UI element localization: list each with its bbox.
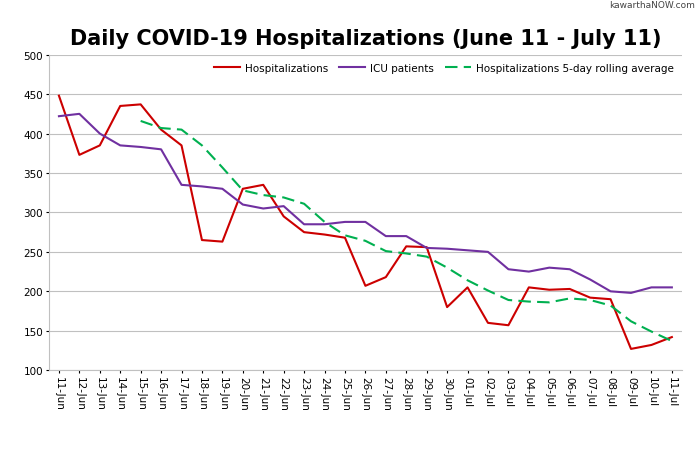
Hospitalizations bbox=[361, 283, 370, 289]
Hospitalizations 5-day rolling average bbox=[320, 219, 329, 225]
Hospitalizations bbox=[177, 144, 186, 149]
Hospitalizations bbox=[566, 287, 574, 292]
Hospitalizations 5-day rolling average bbox=[422, 254, 431, 260]
Hospitalizations bbox=[667, 335, 676, 340]
ICU patients bbox=[341, 219, 349, 225]
ICU patients bbox=[300, 222, 308, 227]
ICU patients bbox=[647, 285, 656, 291]
ICU patients bbox=[484, 250, 492, 255]
ICU patients bbox=[239, 202, 247, 208]
Hospitalizations bbox=[320, 232, 329, 238]
ICU patients bbox=[280, 204, 288, 209]
Hospitalizations 5-day rolling average bbox=[381, 249, 390, 254]
ICU patients bbox=[381, 234, 390, 239]
ICU patients bbox=[504, 267, 512, 272]
Hospitalizations 5-day rolling average bbox=[566, 296, 574, 301]
ICU patients bbox=[95, 131, 104, 137]
Hospitalizations bbox=[402, 244, 411, 250]
Hospitalizations 5-day rolling average bbox=[545, 300, 553, 306]
Hospitalizations bbox=[422, 245, 431, 250]
Hospitalizations bbox=[464, 285, 472, 291]
Hospitalizations 5-day rolling average bbox=[198, 144, 206, 149]
Hospitalizations bbox=[504, 323, 512, 328]
Hospitalizations 5-day rolling average bbox=[627, 319, 635, 325]
Hospitalizations 5-day rolling average bbox=[525, 299, 533, 305]
Hospitalizations 5-day rolling average bbox=[259, 193, 267, 199]
ICU patients bbox=[443, 246, 451, 252]
Hospitalizations bbox=[55, 94, 63, 99]
Hospitalizations 5-day rolling average bbox=[239, 188, 247, 194]
Line: ICU patients: ICU patients bbox=[59, 114, 672, 293]
Hospitalizations bbox=[75, 153, 84, 158]
ICU patients bbox=[55, 114, 63, 120]
Hospitalizations bbox=[116, 104, 125, 109]
Hospitalizations bbox=[95, 144, 104, 149]
Hospitalizations 5-day rolling average bbox=[606, 303, 615, 309]
Hospitalizations bbox=[525, 285, 533, 291]
Text: kawarthaNOW.com: kawarthaNOW.com bbox=[609, 1, 695, 10]
ICU patients bbox=[320, 222, 329, 227]
Hospitalizations bbox=[443, 305, 451, 310]
ICU patients bbox=[545, 265, 553, 271]
Hospitalizations bbox=[280, 214, 288, 219]
Hospitalizations bbox=[219, 239, 227, 245]
ICU patients bbox=[667, 285, 676, 291]
ICU patients bbox=[402, 234, 411, 239]
Title: Daily COVID-19 Hospitalizations (June 11 - July 11): Daily COVID-19 Hospitalizations (June 11… bbox=[70, 29, 661, 49]
ICU patients bbox=[259, 206, 267, 212]
Hospitalizations bbox=[545, 288, 553, 293]
ICU patients bbox=[566, 267, 574, 272]
Hospitalizations bbox=[484, 320, 492, 326]
Hospitalizations bbox=[259, 182, 267, 188]
Hospitalizations bbox=[157, 127, 165, 133]
Hospitalizations 5-day rolling average bbox=[341, 233, 349, 238]
Hospitalizations 5-day rolling average bbox=[586, 298, 594, 303]
Hospitalizations 5-day rolling average bbox=[136, 119, 145, 125]
ICU patients bbox=[586, 277, 594, 282]
Hospitalizations bbox=[381, 275, 390, 280]
Hospitalizations 5-day rolling average bbox=[667, 338, 676, 344]
Hospitalizations bbox=[300, 230, 308, 235]
Line: Hospitalizations: Hospitalizations bbox=[59, 96, 672, 349]
Hospitalizations 5-day rolling average bbox=[280, 195, 288, 201]
ICU patients bbox=[627, 290, 635, 296]
Hospitalizations 5-day rolling average bbox=[177, 127, 186, 133]
Hospitalizations 5-day rolling average bbox=[464, 278, 472, 283]
ICU patients bbox=[219, 187, 227, 192]
ICU patients bbox=[75, 112, 84, 117]
Legend: Hospitalizations, ICU patients, Hospitalizations 5-day rolling average: Hospitalizations, ICU patients, Hospital… bbox=[211, 61, 677, 77]
ICU patients bbox=[136, 145, 145, 150]
Hospitalizations 5-day rolling average bbox=[402, 251, 411, 257]
ICU patients bbox=[157, 147, 165, 153]
Hospitalizations 5-day rolling average bbox=[361, 238, 370, 244]
Hospitalizations bbox=[627, 346, 635, 352]
Hospitalizations bbox=[341, 235, 349, 241]
Hospitalizations bbox=[239, 187, 247, 192]
Hospitalizations bbox=[136, 102, 145, 108]
Hospitalizations 5-day rolling average bbox=[157, 126, 165, 131]
ICU patients bbox=[116, 144, 125, 149]
Hospitalizations 5-day rolling average bbox=[647, 329, 656, 335]
Hospitalizations bbox=[198, 238, 206, 243]
Hospitalizations 5-day rolling average bbox=[219, 165, 227, 171]
Line: Hospitalizations 5-day rolling average: Hospitalizations 5-day rolling average bbox=[141, 122, 672, 341]
Hospitalizations bbox=[647, 343, 656, 348]
Hospitalizations bbox=[606, 297, 615, 302]
ICU patients bbox=[361, 219, 370, 225]
Hospitalizations bbox=[586, 295, 594, 301]
ICU patients bbox=[177, 182, 186, 188]
ICU patients bbox=[464, 248, 472, 254]
Hospitalizations 5-day rolling average bbox=[484, 288, 492, 294]
Hospitalizations 5-day rolling average bbox=[443, 265, 451, 271]
ICU patients bbox=[606, 289, 615, 294]
ICU patients bbox=[422, 245, 431, 251]
ICU patients bbox=[525, 269, 533, 275]
Hospitalizations 5-day rolling average bbox=[504, 298, 512, 303]
Hospitalizations 5-day rolling average bbox=[300, 201, 308, 207]
ICU patients bbox=[198, 184, 206, 190]
